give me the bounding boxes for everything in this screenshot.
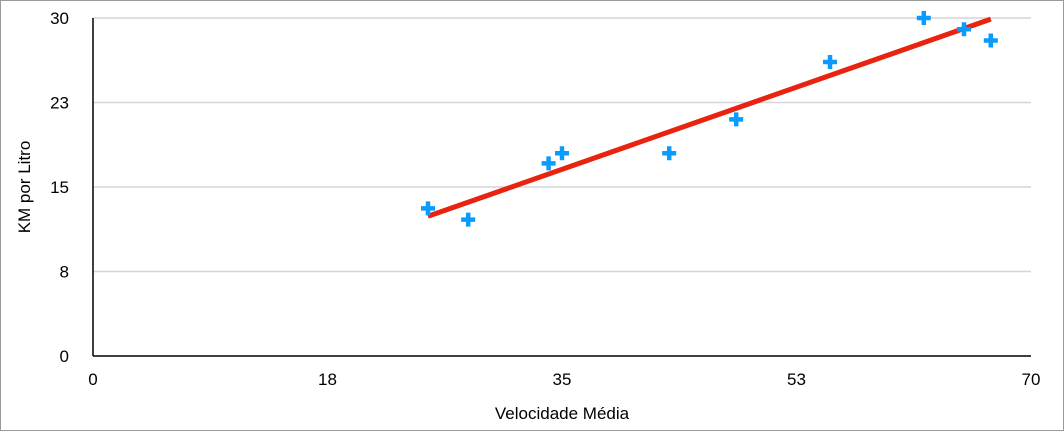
- x-tick-label: 18: [318, 370, 337, 389]
- y-tick-label: 15: [50, 178, 69, 197]
- y-axis-label: KM por Litro: [15, 141, 34, 234]
- y-tick-label: 30: [50, 9, 69, 28]
- x-tick-label: 0: [88, 370, 97, 389]
- trendline: [427, 16, 992, 219]
- y-tick-label: 23: [50, 94, 69, 113]
- data-point: [662, 146, 677, 161]
- data-point: [541, 156, 556, 171]
- x-tick-label: 35: [553, 370, 572, 389]
- y-tick-label: 0: [60, 347, 69, 366]
- x-axis-label: Velocidade Média: [495, 404, 630, 423]
- data-point: [555, 146, 569, 161]
- gridlines: [92, 17, 1031, 357]
- x-tick-label: 70: [1022, 370, 1041, 389]
- data-point: [421, 201, 435, 216]
- data-points: [421, 11, 998, 227]
- data-point: [983, 33, 998, 48]
- tick-labels: 0 8 15 23 30 0 18 35 53 70: [50, 9, 1040, 389]
- data-point: [916, 11, 931, 25]
- data-point: [823, 54, 837, 69]
- data-point: [957, 22, 971, 37]
- data-point: [461, 212, 476, 227]
- trendline-group: [427, 16, 992, 219]
- x-tick-label: 53: [787, 370, 806, 389]
- data-point: [729, 112, 744, 127]
- y-tick-label: 8: [60, 263, 69, 282]
